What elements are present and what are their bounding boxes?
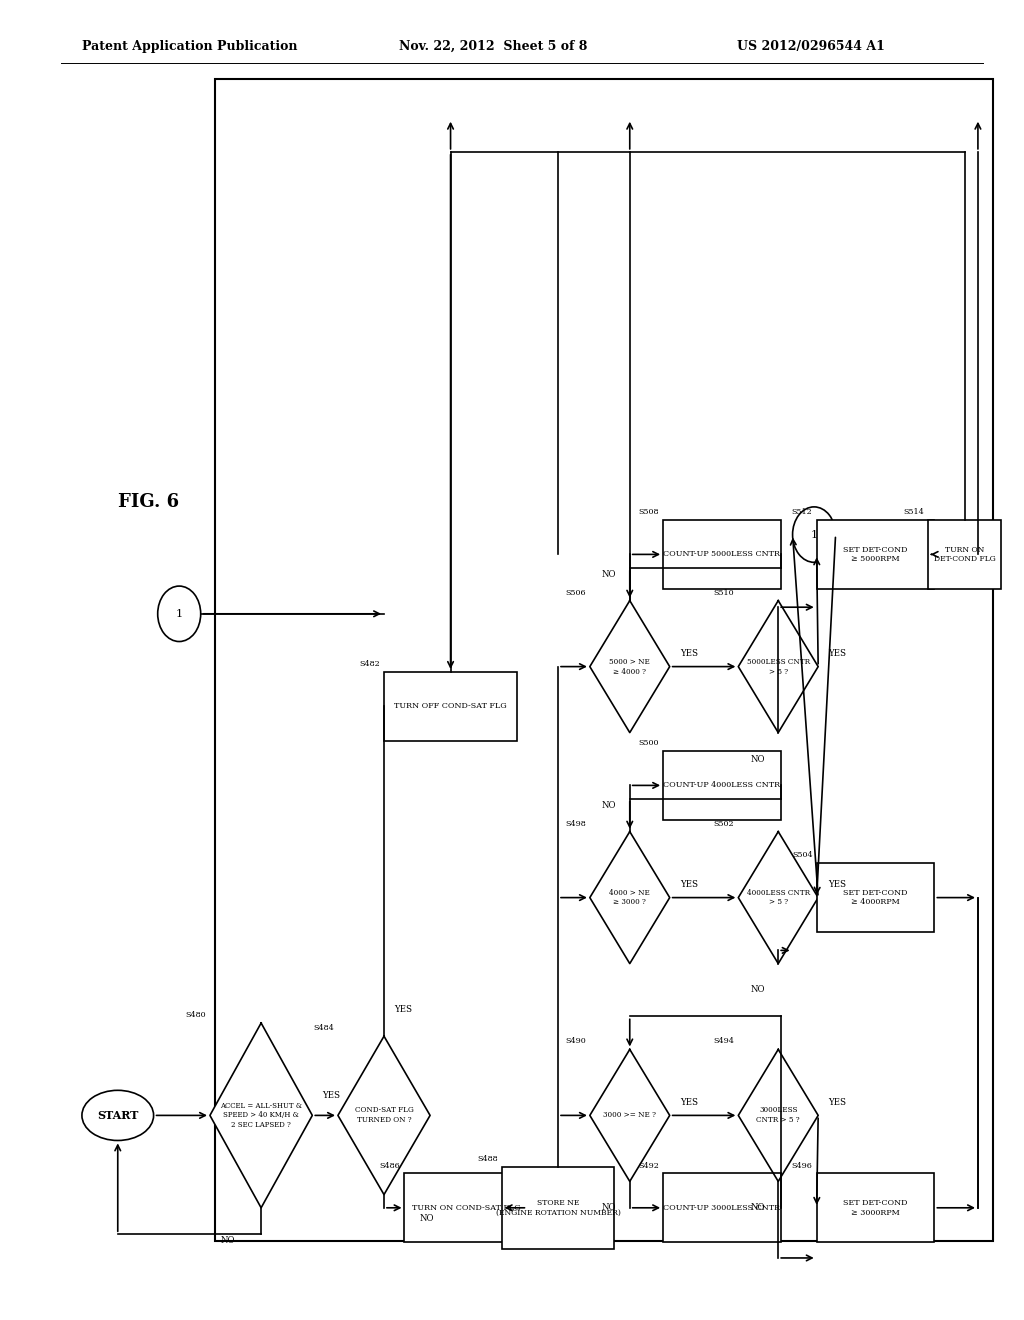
Text: S510: S510 xyxy=(714,589,734,597)
Text: NO: NO xyxy=(602,570,616,578)
Text: TURN ON
DET-COND FLG: TURN ON DET-COND FLG xyxy=(934,545,995,564)
Bar xyxy=(664,751,780,820)
Text: SET DET-COND
≥ 5000RPM: SET DET-COND ≥ 5000RPM xyxy=(844,545,907,564)
Text: S484: S484 xyxy=(313,1024,334,1032)
Text: STORE NE
(ENGINE ROTATION NUMBER): STORE NE (ENGINE ROTATION NUMBER) xyxy=(496,1199,621,1217)
Text: S482: S482 xyxy=(359,660,380,668)
Text: 1: 1 xyxy=(811,529,817,540)
Text: YES: YES xyxy=(680,649,698,657)
Text: SET DET-COND
≥ 3000RPM: SET DET-COND ≥ 3000RPM xyxy=(844,1199,907,1217)
Text: S506: S506 xyxy=(565,589,586,597)
Bar xyxy=(215,79,993,1241)
Text: S512: S512 xyxy=(792,508,813,516)
Polygon shape xyxy=(210,1023,312,1208)
Text: NO: NO xyxy=(602,1204,616,1212)
Text: YES: YES xyxy=(828,1098,847,1106)
Text: FIG. 6: FIG. 6 xyxy=(118,492,179,511)
Bar xyxy=(817,1173,934,1242)
Text: COUNT-UP 4000LESS CNTR: COUNT-UP 4000LESS CNTR xyxy=(664,781,780,789)
Text: 5000LESS CNTR
> 5 ?: 5000LESS CNTR > 5 ? xyxy=(746,657,810,676)
Text: 1: 1 xyxy=(176,609,182,619)
Text: YES: YES xyxy=(394,1006,413,1014)
Text: NO: NO xyxy=(420,1214,434,1222)
Text: YES: YES xyxy=(680,880,698,888)
Text: TURN ON COND-SAT FLG: TURN ON COND-SAT FLG xyxy=(412,1204,520,1212)
Text: COUNT-UP 5000LESS CNTR: COUNT-UP 5000LESS CNTR xyxy=(664,550,780,558)
Polygon shape xyxy=(338,1036,430,1195)
Text: COND-SAT FLG
TURNED ON ?: COND-SAT FLG TURNED ON ? xyxy=(354,1106,414,1125)
Text: TURN OFF COND-SAT FLG: TURN OFF COND-SAT FLG xyxy=(394,702,507,710)
Text: S494: S494 xyxy=(714,1038,734,1045)
Bar xyxy=(404,1173,527,1242)
Text: S502: S502 xyxy=(714,820,734,828)
Text: 3000LESS
CNTR > 5 ?: 3000LESS CNTR > 5 ? xyxy=(757,1106,800,1125)
Bar xyxy=(664,520,780,589)
Text: S508: S508 xyxy=(638,508,659,516)
Text: YES: YES xyxy=(828,880,847,888)
Polygon shape xyxy=(590,832,670,964)
Polygon shape xyxy=(738,601,818,733)
Text: COUNT-UP 3000LESS CNTR: COUNT-UP 3000LESS CNTR xyxy=(664,1204,780,1212)
Text: S488: S488 xyxy=(477,1155,498,1163)
Bar xyxy=(384,672,517,741)
Text: S498: S498 xyxy=(565,820,586,828)
Text: YES: YES xyxy=(828,649,847,657)
Circle shape xyxy=(158,586,201,642)
Text: Patent Application Publication: Patent Application Publication xyxy=(82,40,297,53)
Text: S500: S500 xyxy=(638,739,659,747)
Bar xyxy=(502,1167,614,1249)
Text: S514: S514 xyxy=(903,508,924,516)
Circle shape xyxy=(793,507,836,562)
Bar xyxy=(664,1173,780,1242)
Text: NO: NO xyxy=(602,801,616,809)
Text: S490: S490 xyxy=(565,1038,586,1045)
Text: 5000 > NE
≥ 4000 ?: 5000 > NE ≥ 4000 ? xyxy=(609,657,650,676)
Text: NO: NO xyxy=(751,755,765,763)
Text: S492: S492 xyxy=(638,1162,659,1170)
Bar xyxy=(817,520,934,589)
Text: S480: S480 xyxy=(185,1011,206,1019)
Text: YES: YES xyxy=(680,1098,698,1106)
Bar xyxy=(928,520,1001,589)
Text: NO: NO xyxy=(221,1237,236,1245)
Polygon shape xyxy=(738,1049,818,1181)
Polygon shape xyxy=(738,832,818,964)
Text: US 2012/0296544 A1: US 2012/0296544 A1 xyxy=(737,40,885,53)
Text: 4000LESS CNTR
> 5 ?: 4000LESS CNTR > 5 ? xyxy=(746,888,810,907)
Text: ACCEL = ALL-SHUT &
SPEED > 40 KM/H &
2 SEC LAPSED ?: ACCEL = ALL-SHUT & SPEED > 40 KM/H & 2 S… xyxy=(220,1102,302,1129)
Text: S496: S496 xyxy=(792,1162,813,1170)
Text: S486: S486 xyxy=(380,1162,400,1170)
Text: 3000 >= NE ?: 3000 >= NE ? xyxy=(603,1111,656,1119)
Text: Nov. 22, 2012  Sheet 5 of 8: Nov. 22, 2012 Sheet 5 of 8 xyxy=(399,40,588,53)
Text: NO: NO xyxy=(751,1204,765,1212)
Text: SET DET-COND
≥ 4000RPM: SET DET-COND ≥ 4000RPM xyxy=(844,888,907,907)
Bar xyxy=(817,863,934,932)
Text: 4000 > NE
≥ 3000 ?: 4000 > NE ≥ 3000 ? xyxy=(609,888,650,907)
Text: S504: S504 xyxy=(792,851,813,859)
Text: YES: YES xyxy=(323,1092,341,1100)
Ellipse shape xyxy=(82,1090,154,1140)
Polygon shape xyxy=(590,1049,670,1181)
Polygon shape xyxy=(590,601,670,733)
Text: START: START xyxy=(97,1110,138,1121)
Text: NO: NO xyxy=(751,986,765,994)
